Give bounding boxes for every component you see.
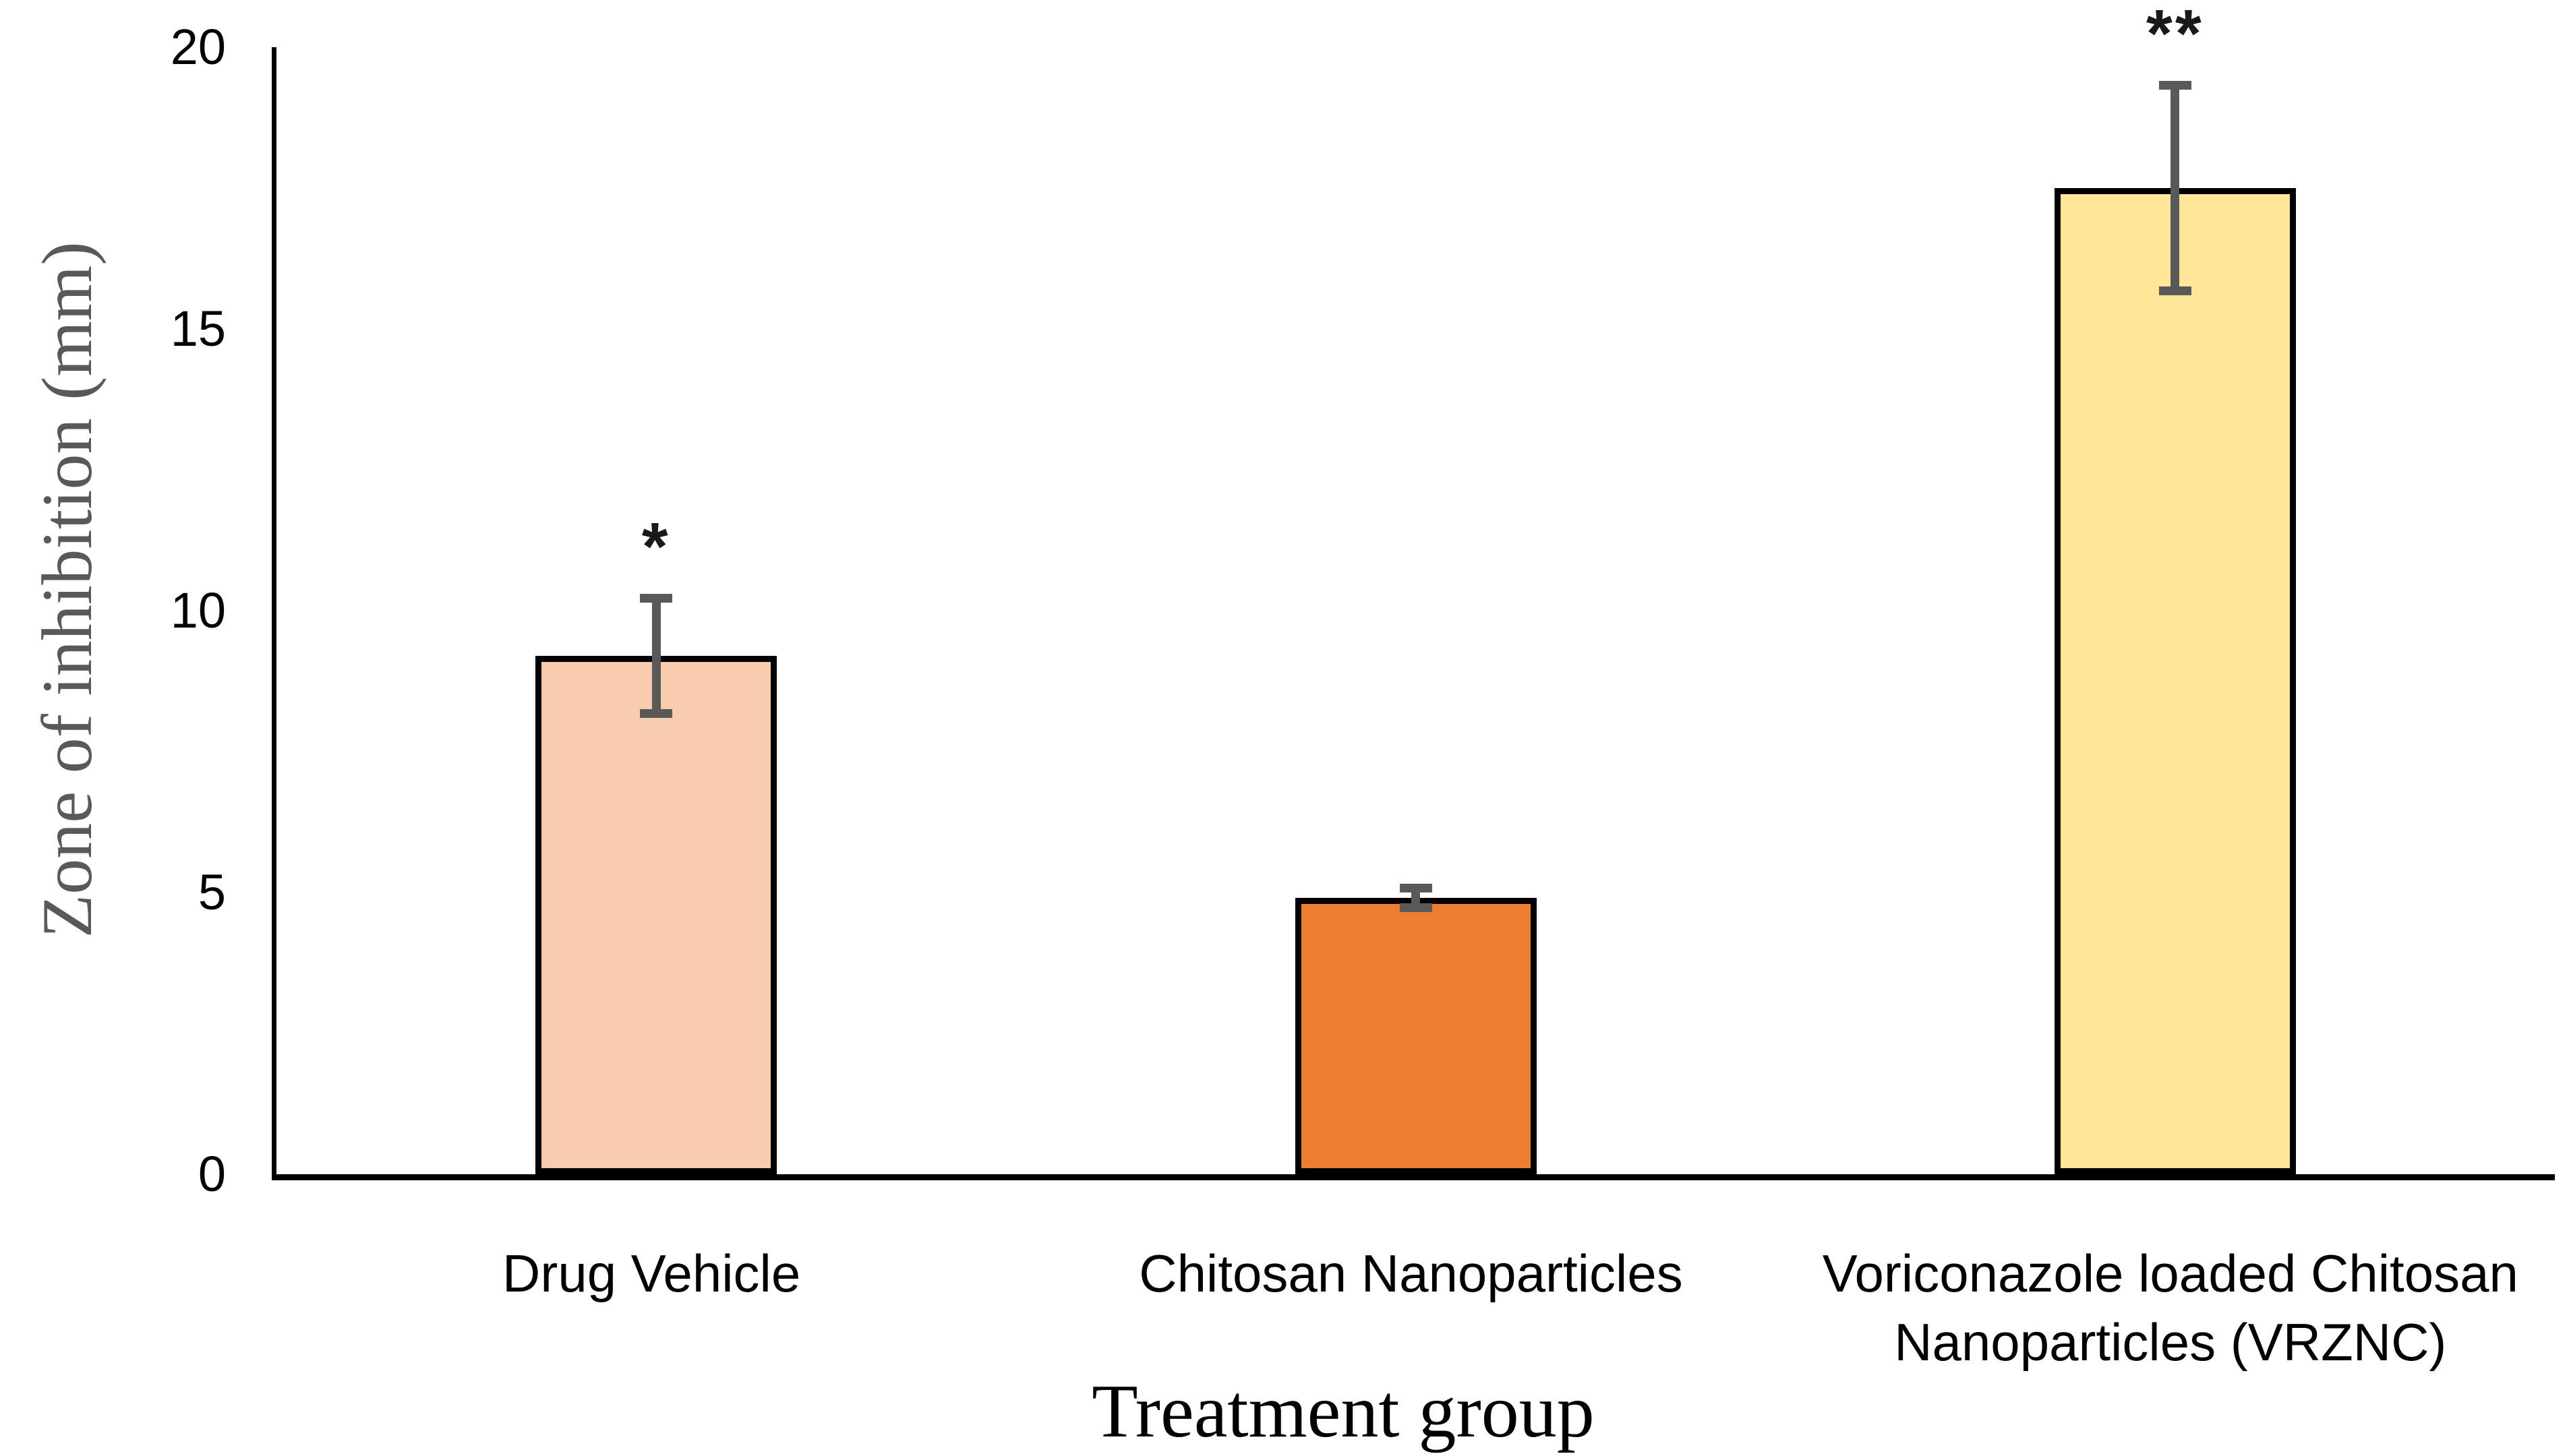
y-tick-label: 15 bbox=[170, 301, 226, 357]
bar-1 bbox=[1295, 898, 1537, 1174]
x-axis-title: Treatment group bbox=[1092, 1370, 1595, 1453]
error-bar-cap-bottom bbox=[640, 708, 673, 718]
category-label-2: Voriconazole loaded Chitosan Nanoparticle… bbox=[1779, 1239, 2562, 1376]
error-bar-stem bbox=[2171, 81, 2180, 295]
significance-marker-0: * bbox=[641, 508, 671, 584]
error-bar-2 bbox=[2158, 81, 2191, 295]
category-label-line: Drug Vehicle bbox=[502, 1244, 801, 1303]
plot-area: * ** bbox=[272, 0, 2555, 1180]
error-bar-cap-bottom bbox=[2158, 286, 2191, 295]
error-bar-1 bbox=[1399, 884, 1432, 913]
bar-2 bbox=[2054, 188, 2296, 1174]
y-tick-label: 5 bbox=[198, 864, 226, 920]
error-bar-0 bbox=[640, 593, 673, 718]
category-label-0: Drug Vehicle bbox=[260, 1239, 1042, 1308]
category-label-1: Chitosan Nanoparticles bbox=[1020, 1239, 1802, 1308]
category-label-line: Nanoparticles (VRZNC) bbox=[1894, 1312, 2447, 1372]
bar-0 bbox=[535, 655, 777, 1174]
y-tick-label: 0 bbox=[198, 1146, 226, 1202]
significance-marker-2: ** bbox=[2146, 0, 2204, 72]
y-tick-label: 10 bbox=[170, 582, 226, 638]
y-tick-label: 20 bbox=[170, 19, 226, 75]
error-bar-stem bbox=[651, 593, 661, 718]
error-bar-cap-bottom bbox=[1399, 903, 1432, 913]
category-label-line: Chitosan Nanoparticles bbox=[1139, 1244, 1683, 1303]
category-label-line: Voriconazole loaded Chitosan bbox=[1822, 1244, 2518, 1303]
